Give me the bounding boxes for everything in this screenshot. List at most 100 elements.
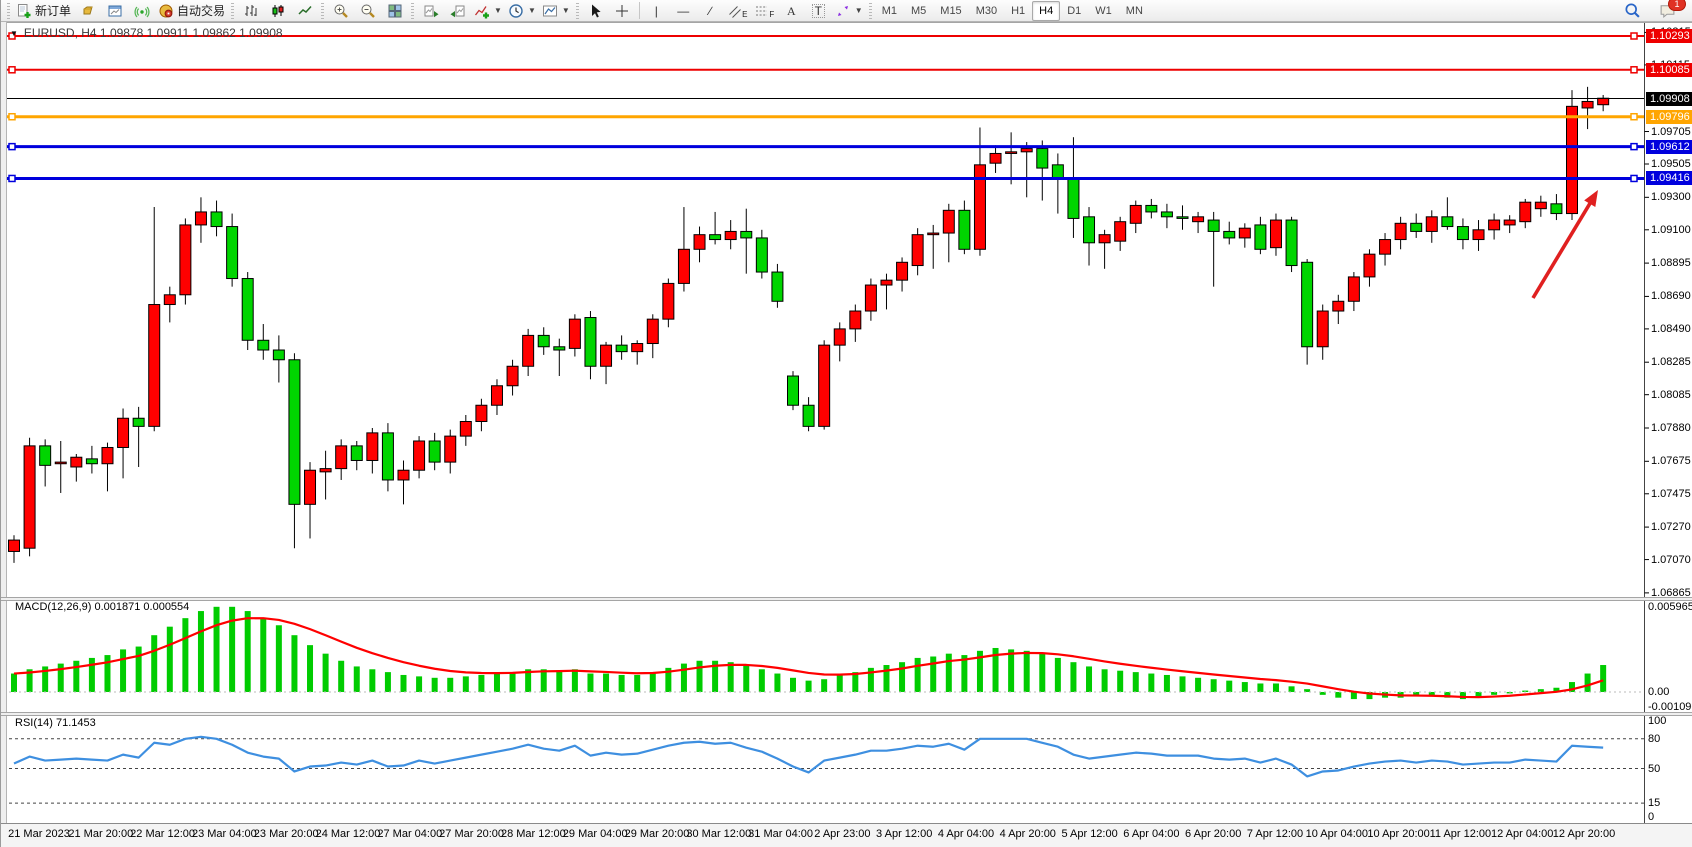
channel-tool-button[interactable]: E	[724, 1, 751, 21]
arrows-dropdown-caret[interactable]: ▼	[854, 6, 863, 15]
candle-bullish	[849, 310, 862, 330]
time-axis-label: 2 Apr 23:00	[814, 828, 871, 840]
periods-button[interactable]: ▼	[505, 1, 539, 21]
bar-chart-button[interactable]	[237, 1, 264, 21]
zoom-out-button[interactable]	[354, 1, 381, 21]
profile-prev-button[interactable]	[444, 1, 471, 21]
one-click-collapse-icon[interactable]: ▼	[10, 28, 18, 38]
tf-button-W1[interactable]: W1	[1095, 4, 1112, 17]
trend-arrow-line[interactable]	[1531, 199, 1594, 299]
time-axis-label: 24 Mar 12:00	[315, 828, 381, 840]
signal-button[interactable]	[128, 1, 155, 21]
candle-bearish	[615, 344, 628, 353]
candle-bearish	[1301, 261, 1314, 348]
templates-button[interactable]: ▼	[539, 1, 573, 21]
candle-bullish	[194, 211, 207, 226]
autotrading-button[interactable]: 自动交易	[155, 1, 228, 21]
tf-button-H1[interactable]: H1	[1011, 4, 1026, 17]
price-axis-tick: 1.07880	[1651, 421, 1691, 434]
macd-histogram-bar	[462, 676, 469, 692]
candle-bearish	[1456, 226, 1469, 241]
line-handle[interactable]	[8, 112, 16, 121]
price-axis-tick: 1.07070	[1651, 553, 1691, 566]
tf-button-M15[interactable]: M15	[940, 4, 962, 17]
tf-button-D1[interactable]: D1	[1067, 4, 1082, 17]
time-axis-label: 10 Apr 20:00	[1367, 828, 1430, 840]
line-handle[interactable]	[1630, 112, 1638, 121]
text-tool-button[interactable]: A	[778, 1, 805, 21]
zoom-in-icon	[334, 4, 348, 18]
tf-button-M1[interactable]: M1	[881, 4, 897, 17]
macd-histogram-bar	[1008, 649, 1015, 692]
macd-histogram-bar	[634, 674, 641, 692]
price-line-label: 1.10293	[1646, 29, 1692, 43]
line-handle[interactable]	[8, 66, 16, 74]
cursor-tool-button[interactable]	[582, 1, 609, 21]
price-axis-tick: 1.08085	[1651, 388, 1691, 401]
new-order-button[interactable]: 新订单	[13, 1, 74, 21]
line-handle[interactable]	[8, 32, 16, 40]
candle-bearish	[755, 237, 768, 273]
tf-button-H4[interactable]: H4	[1032, 0, 1061, 21]
line-handle[interactable]	[1630, 142, 1638, 151]
macd-histogram-bar	[696, 660, 703, 692]
line-handle[interactable]	[1630, 66, 1638, 74]
templates-dropdown-caret[interactable]: ▼	[561, 6, 570, 15]
fibonacci-tool-button[interactable]: F	[751, 1, 778, 21]
periods-dropdown-caret[interactable]: ▼	[527, 6, 536, 15]
macd-histogram-bar	[73, 660, 80, 692]
crosshair-tool-button[interactable]	[609, 1, 636, 21]
cursor-icon	[592, 4, 601, 17]
candle-bearish	[288, 359, 301, 505]
time-axis-strip[interactable]	[1, 823, 1692, 847]
macd-histogram-bar	[1163, 674, 1170, 692]
time-axis-label: 21 Mar 20:00	[68, 828, 134, 840]
arrows-tool-button[interactable]: ▼	[832, 1, 866, 21]
candle-bullish	[1005, 151, 1018, 154]
zoom-in-button[interactable]	[327, 1, 354, 21]
fibonacci-icon-suffix: F	[769, 9, 775, 19]
text-label-tool-button[interactable]: T	[805, 1, 832, 21]
macd-histogram-bar	[1304, 689, 1311, 692]
notifications-button[interactable]: 1	[1654, 0, 1686, 21]
horizontal-line-tool-button[interactable]: —	[677, 3, 690, 18]
macd-histogram-bar	[976, 650, 983, 692]
line-handle[interactable]	[1630, 174, 1638, 183]
line-handle[interactable]	[8, 142, 16, 151]
vertical-line-tool-button[interactable]: |	[654, 3, 658, 18]
macd-histogram-bar	[369, 669, 376, 692]
candle-bullish	[568, 318, 581, 349]
trend-arrow-head[interactable]	[1584, 190, 1598, 208]
tile-windows-button[interactable]	[381, 1, 408, 21]
tf-button-M5[interactable]: M5	[911, 4, 927, 17]
tf-button-MN[interactable]: MN	[1125, 4, 1143, 17]
line-handle[interactable]	[8, 174, 16, 183]
macd-histogram-bar	[104, 655, 111, 692]
tf-button-M30[interactable]: M30	[975, 4, 998, 17]
price-axis-tick: 1.08490	[1651, 322, 1691, 335]
indicators-button[interactable]: ▼	[471, 1, 505, 21]
candle-bearish	[1036, 148, 1049, 169]
search-button[interactable]	[1619, 1, 1646, 21]
price-axis-tick: 1.08895	[1651, 257, 1691, 270]
line-chart-button[interactable]	[291, 1, 318, 21]
chart-window-icon	[108, 5, 122, 16]
price-axis-tick: 1.09705	[1651, 125, 1691, 138]
macd-histogram-bar	[1584, 673, 1591, 692]
profile-next-button[interactable]	[417, 1, 444, 21]
candle-bearish	[257, 339, 270, 351]
candle-bullish	[8, 539, 20, 552]
macd-histogram-bar	[338, 660, 345, 692]
panel-splitter-macd[interactable]	[1, 597, 1692, 601]
line-handle[interactable]	[1630, 32, 1638, 40]
gold-button[interactable]	[74, 1, 101, 21]
candle-bullish	[833, 328, 846, 346]
trendline-tool-button[interactable]: ∕	[709, 3, 712, 18]
chart-window-button[interactable]	[101, 1, 128, 21]
macd-histogram-bar	[291, 635, 298, 692]
indicators-dropdown-caret[interactable]: ▼	[494, 6, 502, 15]
candle-bearish	[802, 404, 815, 427]
candlestick-chart-button[interactable]	[264, 1, 291, 21]
panel-splitter-rsi[interactable]	[1, 712, 1692, 716]
